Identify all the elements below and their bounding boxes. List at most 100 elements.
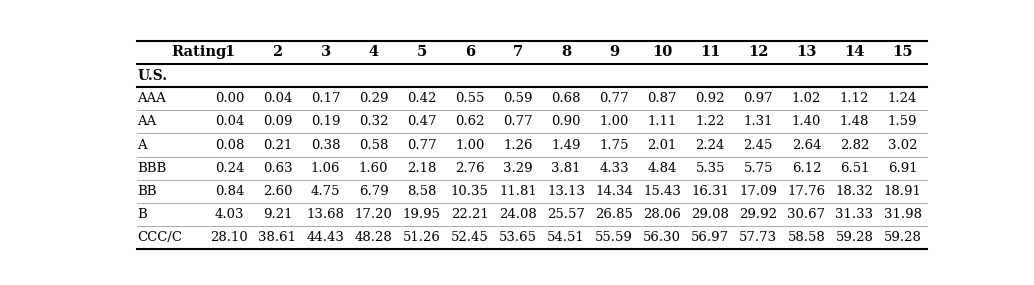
Text: 0.17: 0.17: [311, 92, 340, 105]
Text: 3: 3: [321, 45, 331, 59]
Text: 0.77: 0.77: [600, 92, 629, 105]
Text: 1.31: 1.31: [743, 115, 773, 128]
Text: 56.30: 56.30: [643, 231, 681, 244]
Text: 4.03: 4.03: [215, 208, 244, 221]
Text: 6.51: 6.51: [840, 162, 870, 175]
Text: 0.55: 0.55: [455, 92, 485, 105]
Text: 54.51: 54.51: [547, 231, 585, 244]
Text: 6: 6: [464, 45, 475, 59]
Text: 18.32: 18.32: [835, 185, 874, 198]
Text: 55.59: 55.59: [596, 231, 633, 244]
Text: 8: 8: [560, 45, 571, 59]
Text: AA: AA: [138, 115, 156, 128]
Text: 0.92: 0.92: [696, 92, 725, 105]
Text: 14.34: 14.34: [596, 185, 633, 198]
Text: 3.02: 3.02: [888, 139, 917, 152]
Text: 17.09: 17.09: [739, 185, 778, 198]
Text: BB: BB: [138, 185, 157, 198]
Text: 9: 9: [609, 45, 619, 59]
Text: 6.12: 6.12: [792, 162, 821, 175]
Text: 2.76: 2.76: [455, 162, 485, 175]
Text: 15.43: 15.43: [643, 185, 681, 198]
Text: 44.43: 44.43: [307, 231, 344, 244]
Text: 59.28: 59.28: [835, 231, 874, 244]
Text: 0.24: 0.24: [215, 162, 244, 175]
Text: 0.42: 0.42: [407, 92, 436, 105]
Text: 13.13: 13.13: [547, 185, 585, 198]
Text: AAA: AAA: [138, 92, 166, 105]
Text: 0.19: 0.19: [311, 115, 340, 128]
Text: 31.98: 31.98: [883, 208, 921, 221]
Text: 26.85: 26.85: [596, 208, 633, 221]
Text: 0.00: 0.00: [215, 92, 244, 105]
Text: 6.91: 6.91: [888, 162, 917, 175]
Text: B: B: [138, 208, 147, 221]
Text: 30.67: 30.67: [787, 208, 825, 221]
Text: 4.75: 4.75: [311, 185, 340, 198]
Text: 31.33: 31.33: [835, 208, 874, 221]
Text: 3.29: 3.29: [504, 162, 533, 175]
Text: 0.97: 0.97: [743, 92, 773, 105]
Text: 2.60: 2.60: [263, 185, 293, 198]
Text: 10.35: 10.35: [451, 185, 489, 198]
Text: 0.90: 0.90: [551, 115, 581, 128]
Text: 57.73: 57.73: [739, 231, 778, 244]
Text: 4: 4: [368, 45, 378, 59]
Text: 2.01: 2.01: [647, 139, 677, 152]
Text: 18.91: 18.91: [884, 185, 921, 198]
Text: 1.40: 1.40: [792, 115, 821, 128]
Text: 2: 2: [272, 45, 282, 59]
Text: 0.38: 0.38: [311, 139, 340, 152]
Text: 0.04: 0.04: [215, 115, 244, 128]
Text: 22.21: 22.21: [451, 208, 489, 221]
Text: 8.58: 8.58: [407, 185, 436, 198]
Text: 6.79: 6.79: [359, 185, 389, 198]
Text: 38.61: 38.61: [258, 231, 297, 244]
Text: 1.26: 1.26: [504, 139, 533, 152]
Text: 1.11: 1.11: [647, 115, 677, 128]
Text: 2.64: 2.64: [792, 139, 821, 152]
Text: 0.68: 0.68: [551, 92, 581, 105]
Text: 1.49: 1.49: [551, 139, 581, 152]
Text: 0.63: 0.63: [263, 162, 293, 175]
Text: 3.81: 3.81: [551, 162, 581, 175]
Text: 14: 14: [845, 45, 864, 59]
Text: 1.00: 1.00: [600, 115, 629, 128]
Text: 1.24: 1.24: [888, 92, 917, 105]
Text: 1.75: 1.75: [600, 139, 629, 152]
Text: 0.87: 0.87: [647, 92, 677, 105]
Text: 0.84: 0.84: [215, 185, 244, 198]
Text: 0.59: 0.59: [504, 92, 533, 105]
Text: 0.47: 0.47: [407, 115, 436, 128]
Text: 9.21: 9.21: [263, 208, 293, 221]
Text: A: A: [138, 139, 147, 152]
Text: 0.32: 0.32: [359, 115, 389, 128]
Text: 13: 13: [796, 45, 817, 59]
Text: 48.28: 48.28: [355, 231, 393, 244]
Text: 59.28: 59.28: [884, 231, 921, 244]
Text: 1: 1: [224, 45, 235, 59]
Text: 2.82: 2.82: [840, 139, 870, 152]
Text: 4.84: 4.84: [647, 162, 677, 175]
Text: 28.10: 28.10: [211, 231, 248, 244]
Text: 12: 12: [748, 45, 768, 59]
Text: 0.09: 0.09: [263, 115, 293, 128]
Text: 1.59: 1.59: [888, 115, 917, 128]
Text: 51.26: 51.26: [403, 231, 440, 244]
Text: 11: 11: [700, 45, 721, 59]
Text: 2.18: 2.18: [407, 162, 436, 175]
Text: 19.95: 19.95: [402, 208, 440, 221]
Text: 17.20: 17.20: [355, 208, 393, 221]
Text: 0.04: 0.04: [263, 92, 293, 105]
Text: 58.58: 58.58: [788, 231, 825, 244]
Text: 1.02: 1.02: [792, 92, 821, 105]
Text: 0.08: 0.08: [215, 139, 244, 152]
Text: 2.45: 2.45: [743, 139, 773, 152]
Text: 29.08: 29.08: [692, 208, 729, 221]
Text: U.S.: U.S.: [138, 68, 168, 83]
Text: 0.29: 0.29: [359, 92, 389, 105]
Text: 53.65: 53.65: [498, 231, 537, 244]
Text: 17.76: 17.76: [787, 185, 825, 198]
Text: 11.81: 11.81: [499, 185, 537, 198]
Text: 13.68: 13.68: [306, 208, 344, 221]
